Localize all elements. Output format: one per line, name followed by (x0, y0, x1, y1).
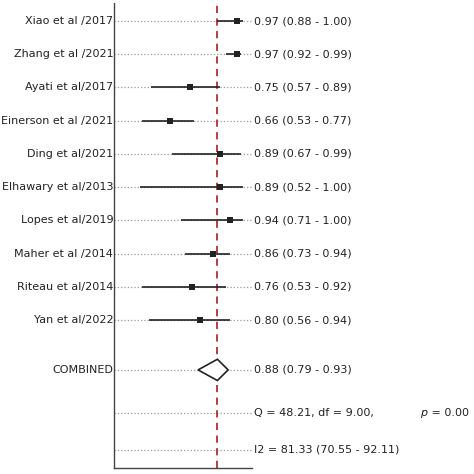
Text: p: p (420, 408, 428, 418)
Text: Einerson et al /2021: Einerson et al /2021 (1, 116, 113, 126)
Text: 0.75 (0.57 - 0.89): 0.75 (0.57 - 0.89) (255, 82, 352, 92)
Text: Yan et al/2022: Yan et al/2022 (34, 315, 113, 325)
Text: I2 = 81.33 (70.55 - 92.11): I2 = 81.33 (70.55 - 92.11) (255, 445, 400, 455)
Text: 0.88 (0.79 - 0.93): 0.88 (0.79 - 0.93) (255, 365, 352, 375)
Text: Ayati et al/2017: Ayati et al/2017 (25, 82, 113, 92)
Text: Lopes et al/2019: Lopes et al/2019 (21, 215, 113, 226)
Text: 0.97 (0.92 - 0.99): 0.97 (0.92 - 0.99) (255, 49, 352, 59)
Text: Maher et al /2014: Maher et al /2014 (14, 248, 113, 259)
Text: 0.80 (0.56 - 0.94): 0.80 (0.56 - 0.94) (255, 315, 352, 325)
Text: 0.89 (0.52 - 1.00): 0.89 (0.52 - 1.00) (255, 182, 352, 192)
Text: 0.94 (0.71 - 1.00): 0.94 (0.71 - 1.00) (255, 215, 352, 226)
Text: 0.86 (0.73 - 0.94): 0.86 (0.73 - 0.94) (255, 248, 352, 259)
Text: Elhawary et al/2013: Elhawary et al/2013 (2, 182, 113, 192)
Text: Q = 48.21, df = 9.00,: Q = 48.21, df = 9.00, (255, 408, 378, 418)
Text: 0.76 (0.53 - 0.92): 0.76 (0.53 - 0.92) (255, 282, 352, 292)
Text: 0.66 (0.53 - 0.77): 0.66 (0.53 - 0.77) (255, 116, 352, 126)
Text: 0.97 (0.88 - 1.00): 0.97 (0.88 - 1.00) (255, 16, 352, 26)
Text: Xiao et al /2017: Xiao et al /2017 (25, 16, 113, 26)
Text: = 0.00: = 0.00 (428, 408, 469, 418)
Text: Ding et al/2021: Ding et al/2021 (27, 149, 113, 159)
Text: COMBINED: COMBINED (53, 365, 113, 375)
Polygon shape (198, 359, 228, 381)
Text: Zhang et al /2021: Zhang et al /2021 (14, 49, 113, 59)
Text: Riteau et al/2014: Riteau et al/2014 (17, 282, 113, 292)
Text: 0.89 (0.67 - 0.99): 0.89 (0.67 - 0.99) (255, 149, 352, 159)
